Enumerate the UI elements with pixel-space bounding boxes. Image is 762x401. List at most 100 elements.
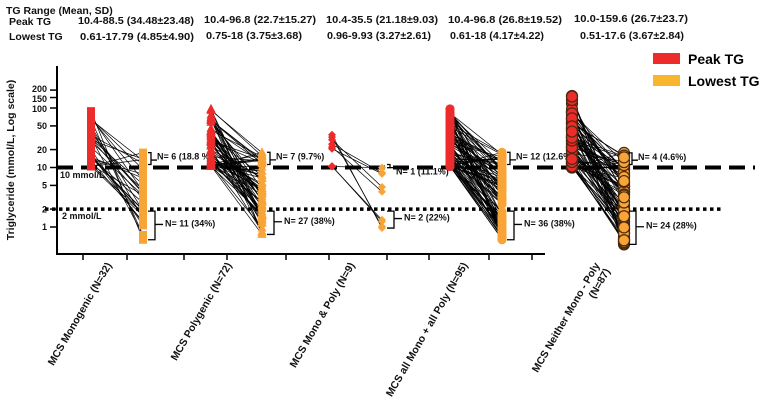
peak-marker <box>206 134 216 143</box>
lowest-marker <box>139 180 147 189</box>
peak-marker <box>328 162 336 171</box>
lowest-marker <box>139 155 147 164</box>
lowest-marker <box>139 191 147 200</box>
lowest-marker <box>139 230 147 239</box>
lowest-marker <box>617 221 631 234</box>
pair-line <box>571 140 625 158</box>
pair-line <box>90 137 144 236</box>
lowest-marker <box>257 151 267 161</box>
peak-range-4: 10.4-96.8 (26.8±19.52) <box>448 14 562 26</box>
lowest-marker <box>497 231 507 241</box>
pair-line <box>449 123 503 154</box>
annotation-above-10: N= 1 (11.1%) <box>396 167 449 177</box>
pair-line <box>449 127 503 231</box>
bracket-below-2 <box>148 210 163 241</box>
lowest-range-5: 0.51-17.6 (3.67±2.84) <box>580 30 684 42</box>
annotation-above-10: N= 6 (18.8 %) <box>157 152 213 162</box>
lowest-marker <box>257 165 267 175</box>
pair-line <box>571 163 625 243</box>
annotation-above-10: N= 4 (4.6%) <box>638 152 686 162</box>
peak-marker <box>206 127 216 136</box>
pair-line <box>210 119 263 189</box>
pair-line <box>571 140 625 171</box>
pair-line <box>331 146 383 193</box>
bracket-above-10 <box>148 151 157 166</box>
pair-line <box>90 149 144 226</box>
peak-marker <box>445 108 455 118</box>
peak-marker <box>87 122 95 131</box>
pair-line <box>210 120 263 164</box>
pair-line <box>331 143 383 174</box>
pair-line <box>331 166 383 169</box>
pair-line <box>90 138 144 185</box>
lowest-marker <box>378 217 386 226</box>
pair-line <box>449 163 503 238</box>
peak-marker <box>328 144 336 153</box>
lowest-marker <box>378 222 386 231</box>
lowest-marker <box>139 175 147 184</box>
pair-line <box>331 148 383 175</box>
pair-line <box>571 153 625 203</box>
peak-marker <box>87 131 95 140</box>
pair-line <box>90 139 144 160</box>
pair-line <box>449 112 503 170</box>
lowest-marker <box>139 235 147 244</box>
lowest-marker <box>617 174 631 188</box>
lowest-range-3: 0.96-9.93 (3.27±2.61) <box>327 30 431 42</box>
pair-line <box>210 160 263 216</box>
pair-line <box>90 154 144 215</box>
lowest-marker <box>617 234 631 247</box>
pair-line <box>571 153 625 234</box>
lowest-marker <box>617 210 631 223</box>
lowest-marker <box>139 148 147 157</box>
row-label-peak: Peak TG <box>9 16 51 28</box>
pair-line <box>210 140 263 164</box>
peak-marker <box>87 145 95 154</box>
pair-line <box>210 131 263 233</box>
pair-line <box>449 114 503 164</box>
lowest-range-2: 0.75-18 (3.75±3.68) <box>206 30 302 42</box>
peak-marker <box>87 153 95 162</box>
lowest-marker <box>139 159 147 168</box>
pair-line <box>331 139 383 188</box>
legend-swatch-peak <box>653 53 680 64</box>
pair-line <box>210 165 263 235</box>
y-tick-label: 200 <box>32 84 47 94</box>
pair-line <box>449 151 503 192</box>
pair-line <box>210 160 263 217</box>
pair-line <box>210 114 263 203</box>
lowest-marker <box>257 215 267 225</box>
pair-line <box>571 166 625 179</box>
pair-line <box>90 117 144 192</box>
y-tick-label: 100 <box>32 104 47 114</box>
peak-marker <box>565 90 579 103</box>
annotation-below-2: N= 36 (38%) <box>524 218 575 228</box>
peak-range-5: 10.0-159.6 (26.7±23.7) <box>574 13 688 25</box>
lowest-marker <box>378 182 386 191</box>
pair-line <box>571 161 625 196</box>
pair-line <box>449 158 503 178</box>
pair-line <box>90 118 144 170</box>
pair-line <box>210 164 263 229</box>
lowest-marker <box>257 227 267 236</box>
annotation-above-10: N= 7 (9.7%) <box>276 151 324 161</box>
peak-marker <box>87 162 95 171</box>
lowest-marker <box>497 215 507 225</box>
pair-line <box>90 165 144 217</box>
category-label: MCS Polygenic (N=72) <box>169 261 235 363</box>
annotation-below-2: N= 11 (34%) <box>165 218 215 228</box>
pair-line <box>90 157 144 211</box>
bracket-above-10 <box>267 151 276 166</box>
pair-line <box>331 136 383 227</box>
pair-line <box>90 156 144 179</box>
bracket-above-10 <box>507 151 516 166</box>
pair-line <box>449 165 503 186</box>
pair-line <box>449 138 503 185</box>
peak-range-2: 10.4-96.8 (22.7±15.27) <box>204 14 316 26</box>
y-tick-label: 2 <box>42 204 47 214</box>
pair-line <box>90 119 144 236</box>
lowest-marker <box>257 178 267 187</box>
lowest-marker <box>378 187 386 196</box>
lowest-marker <box>497 207 507 217</box>
tg-range-table: TG Range (Mean, SD) Peak TG Lowest TG 10… <box>6 5 688 43</box>
